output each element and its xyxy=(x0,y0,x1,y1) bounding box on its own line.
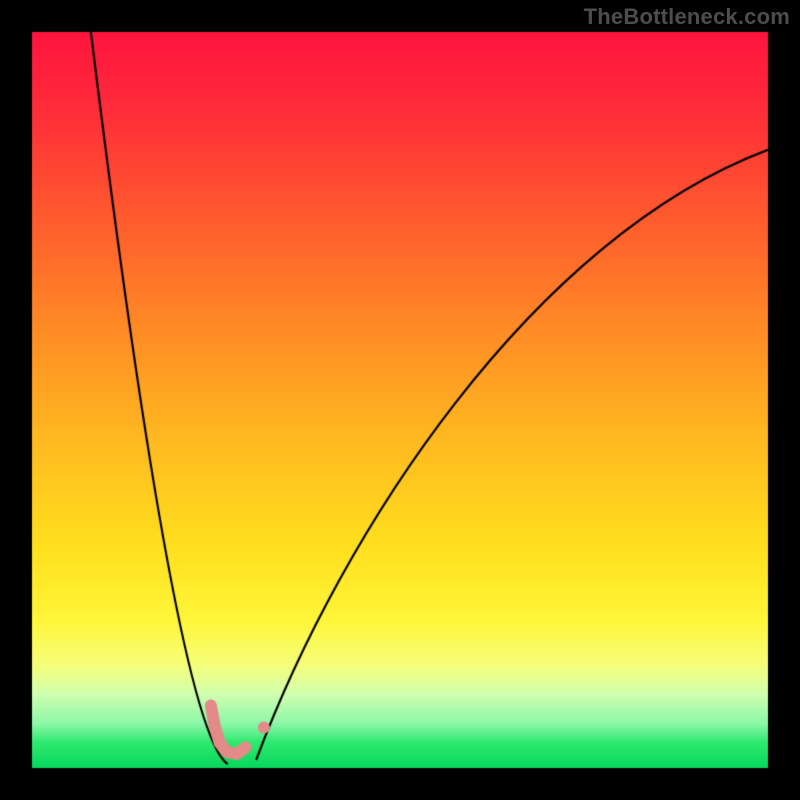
bottleneck-curve-chart xyxy=(0,0,800,800)
chart-container: TheBottleneck.com xyxy=(0,0,800,800)
watermark-text: TheBottleneck.com xyxy=(584,4,790,30)
